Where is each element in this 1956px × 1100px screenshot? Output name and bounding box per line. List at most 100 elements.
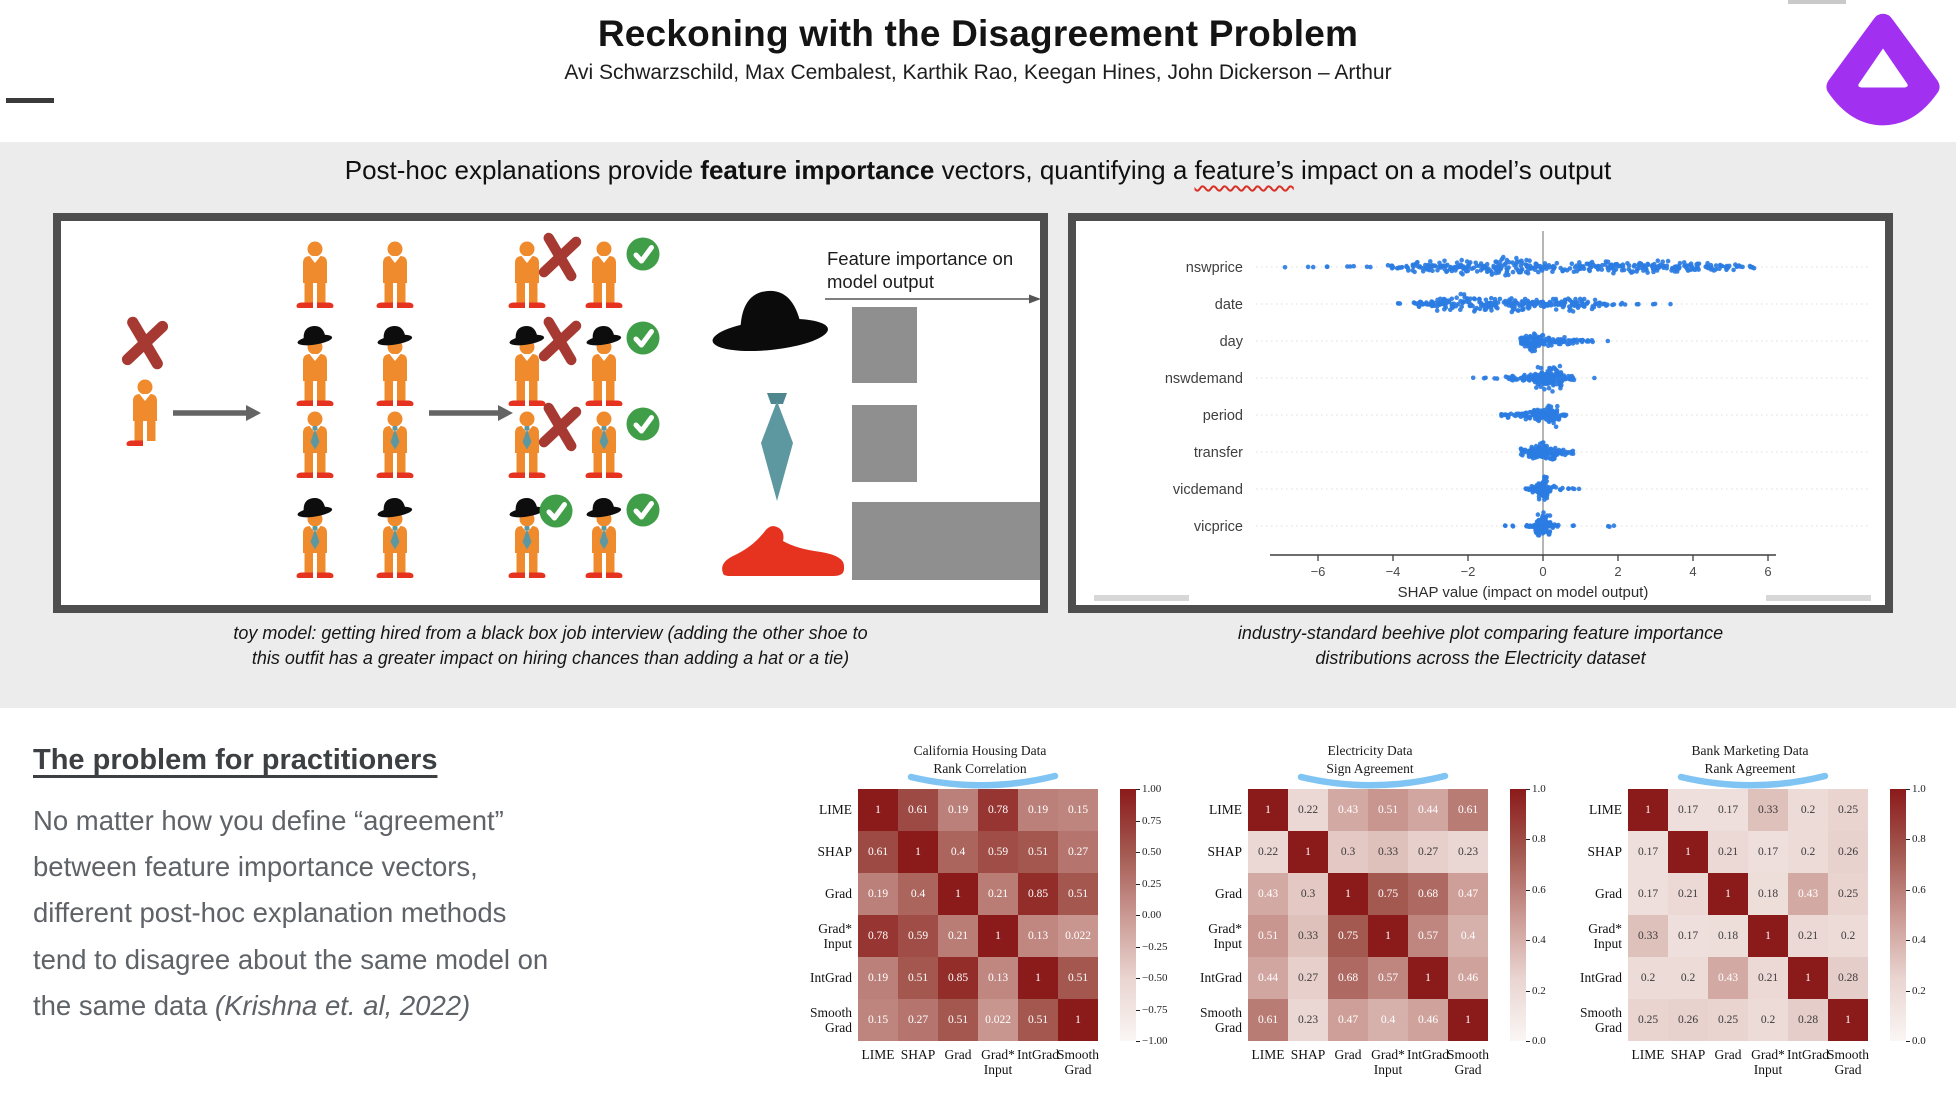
heatmap-cell: 0.17 [1748,831,1788,873]
hat-icon [509,497,545,518]
heatmap-cell: 1 [858,789,898,831]
heatmap-cell: 0.22 [1248,831,1288,873]
heatmap-cell: 0.4 [1368,999,1408,1041]
heatmap-cell: 0.17 [1628,831,1668,873]
heatmap-cell: 0.17 [1708,789,1748,831]
svg-text:6: 6 [1764,564,1771,579]
heatmap-col-label: LIME [861,1047,895,1062]
heatmap-cell: 0.18 [1708,915,1748,957]
banner-statement: Post-hoc explanations provide feature im… [0,155,1956,186]
heatmap-cell: 0.59 [898,915,938,957]
heatmap-cell: 0.68 [1328,957,1368,999]
heatmap-col-label: Smooth Grad [1826,1047,1869,1078]
heatmap-cell: 1 [978,915,1018,957]
colorbar-tick-label: −0.25 [1142,940,1168,953]
heatmap-cell: 1 [1248,789,1288,831]
heatmap-row-label: Grad [1595,886,1622,902]
svg-text:nswprice: nswprice [1186,260,1243,276]
heatmap-cell: 0.21 [1668,873,1708,915]
svg-text:transfer: transfer [1194,445,1243,461]
heatmap-cell: 0.43 [1248,873,1288,915]
colorbar [1890,789,1906,1041]
tie-icon [310,426,320,450]
heatmap-cell: 0.43 [1328,789,1368,831]
heatmap-cell: 0.21 [978,873,1018,915]
banner-seg3: impact on a model’s output [1293,155,1612,185]
beehive-feature-labels: nswprice date day nswdemand period transfer vi… [1165,260,1244,535]
heatmap-col-label: SHAP [1290,1047,1326,1062]
heatmap-row-label: Grad [825,886,852,902]
heatmap-cell: 0.27 [1288,957,1328,999]
heatmap-row-label: LIME [1589,802,1622,818]
heatmap-cell: 0.19 [858,873,898,915]
heatmap-cell: 0.2 [1828,915,1868,957]
heatmap-col-label: SHAP [1670,1047,1706,1062]
svg-text:−4: −4 [1386,564,1401,579]
colorbar-tick-mark [1526,990,1530,992]
heatmap-cell: 1 [1328,873,1368,915]
heatmap-cell: 0.13 [978,957,1018,999]
hat-image [712,290,828,352]
heatmap-cell: 0.25 [1828,873,1868,915]
colorbar-tick-mark [1136,915,1140,916]
person-figure [296,411,334,478]
heatmap-col-label: Grad* Input [1751,1047,1785,1078]
colorbar-tick-label: 0.8 [1532,833,1546,846]
heatmap-cell: 0.57 [1408,915,1448,957]
heatmap-cell: 0.21 [938,915,978,957]
arrow-icon [429,405,513,421]
colorbar-tick-mark [1906,990,1910,992]
heatmap-row-label: IntGrad [1580,970,1622,986]
heatmap-cell: 0.44 [1248,957,1288,999]
colorbar-tick-mark [1906,839,1910,841]
svg-text:2: 2 [1614,564,1621,579]
heatmap-cell: 0.61 [898,789,938,831]
svg-text:vicdemand: vicdemand [1173,482,1243,498]
person-figure [376,325,414,406]
colorbar-tick-mark [1136,789,1140,790]
heatmap-cell: 0.26 [1828,831,1868,873]
heatmap-cell: 0.19 [938,789,978,831]
heatmap-cell: 0.33 [1748,789,1788,831]
banner-squiggle-word: feature’s [1194,155,1294,185]
heatmap-col-label: IntGrad [1787,1047,1829,1062]
heatmap-row-label: Grad* Input [1208,920,1242,951]
heatmap-cell: 0.59 [978,831,1018,873]
hat-icon [377,325,413,346]
heatmap-col-label: LIME [1631,1047,1665,1062]
heatmap-cell: 0.21 [1708,831,1748,873]
svg-text:date: date [1215,297,1243,313]
svg-text:period: period [1203,408,1243,424]
toy-model-caption: toy model: getting hired from a black bo… [233,623,868,669]
heatmap-cell: 0.28 [1788,999,1828,1041]
heatmap-row-label: IntGrad [1200,970,1242,986]
hat-icon [586,497,622,518]
heatmap-cell: 1 [938,873,978,915]
svg-text:4: 4 [1689,564,1696,579]
heatmap-row-label: IntGrad [810,970,852,986]
colorbar-tick-label: 0.6 [1532,883,1546,896]
heatmap-cell: 1 [1058,999,1098,1041]
heatmap-cell: 0.25 [1708,999,1748,1041]
tie-icon [599,426,609,450]
heatmap-cell: 0.27 [1408,831,1448,873]
heatmap-cell: 0.17 [1668,789,1708,831]
toy-model-figure: Feature importance on model output [61,221,1040,605]
colorbar-tick-label: 0.75 [1142,814,1162,827]
tie-icon [522,426,532,450]
heatmap-col-label: Grad* Input [1371,1047,1405,1078]
person-figure [508,241,546,308]
heatmap-cell: 0.61 [858,831,898,873]
heatmap-col-label: Grad [1714,1047,1742,1062]
heatmap-row-label: SHAP [1207,844,1242,860]
check-icon [626,407,660,441]
heatmap-row-label: Grad [1215,886,1242,902]
colorbar-tick-mark [1526,1041,1530,1042]
check-icon [626,321,660,355]
heatmap-cell: 0.61 [1448,789,1488,831]
colorbar-tick-label: 0.0 [1912,1035,1926,1047]
colorbar-tick-label: 0.2 [1532,984,1546,997]
x-axis-label: SHAP value (impact on model output) [1398,584,1649,601]
hat-icon [297,497,333,518]
heatmap-cell: 0.022 [978,999,1018,1041]
